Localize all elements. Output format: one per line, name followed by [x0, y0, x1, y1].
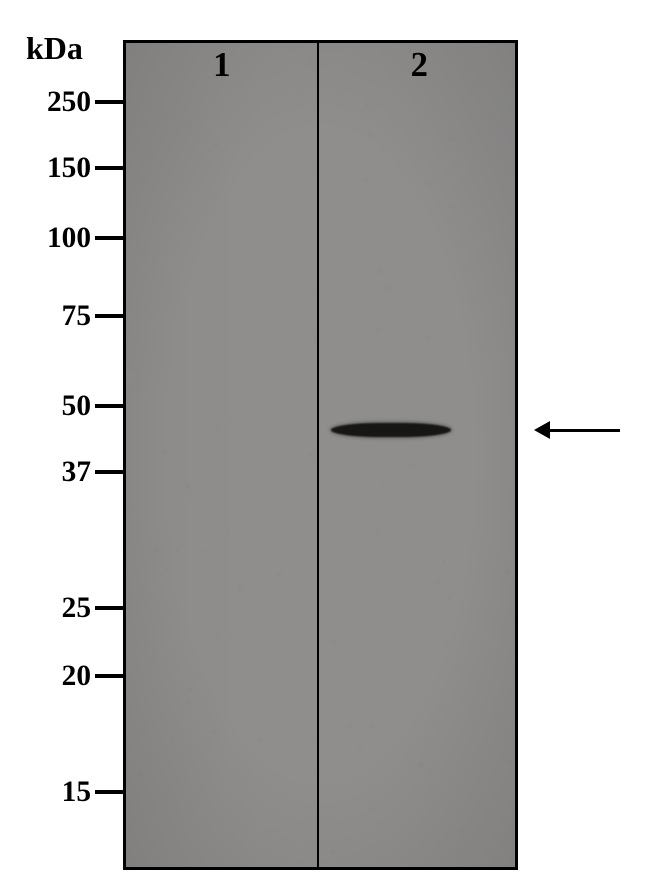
mw-tick-label: 20 — [45, 660, 91, 693]
membrane-noise — [126, 43, 515, 867]
mw-tick-label: 37 — [45, 456, 91, 489]
y-axis-title: kDa — [26, 30, 83, 67]
mw-tick-dash — [95, 470, 123, 474]
mw-tick-label: 100 — [45, 222, 91, 255]
mw-tick-dash — [95, 790, 123, 794]
mw-tick-label: 15 — [45, 776, 91, 809]
mw-tick-dash — [95, 236, 123, 240]
lane-divider — [317, 43, 319, 867]
mw-tick-label: 250 — [45, 86, 91, 119]
mw-tick-label: 150 — [45, 152, 91, 185]
lane-header-1: 1 — [213, 46, 230, 85]
mw-tick-label: 75 — [45, 300, 91, 333]
blot-frame — [123, 40, 518, 870]
band-indicator-arrow — [534, 421, 620, 439]
mw-tick-dash — [95, 100, 123, 104]
blot-membrane-background — [126, 43, 515, 867]
lane-header-2: 2 — [411, 46, 428, 85]
mw-tick-label: 50 — [45, 390, 91, 423]
mw-tick-dash — [95, 606, 123, 610]
mw-tick-dash — [95, 674, 123, 678]
mw-tick-label: 25 — [45, 592, 91, 625]
arrow-line — [550, 429, 620, 432]
western-blot-figure: kDa 1 2 250 150 100 75 50 37 25 20 15 — [0, 0, 650, 886]
mw-tick-dash — [95, 166, 123, 170]
arrow-head-icon — [534, 421, 550, 439]
mw-tick-dash — [95, 404, 123, 408]
mw-tick-dash — [95, 314, 123, 318]
protein-band-lane-2 — [331, 423, 451, 437]
